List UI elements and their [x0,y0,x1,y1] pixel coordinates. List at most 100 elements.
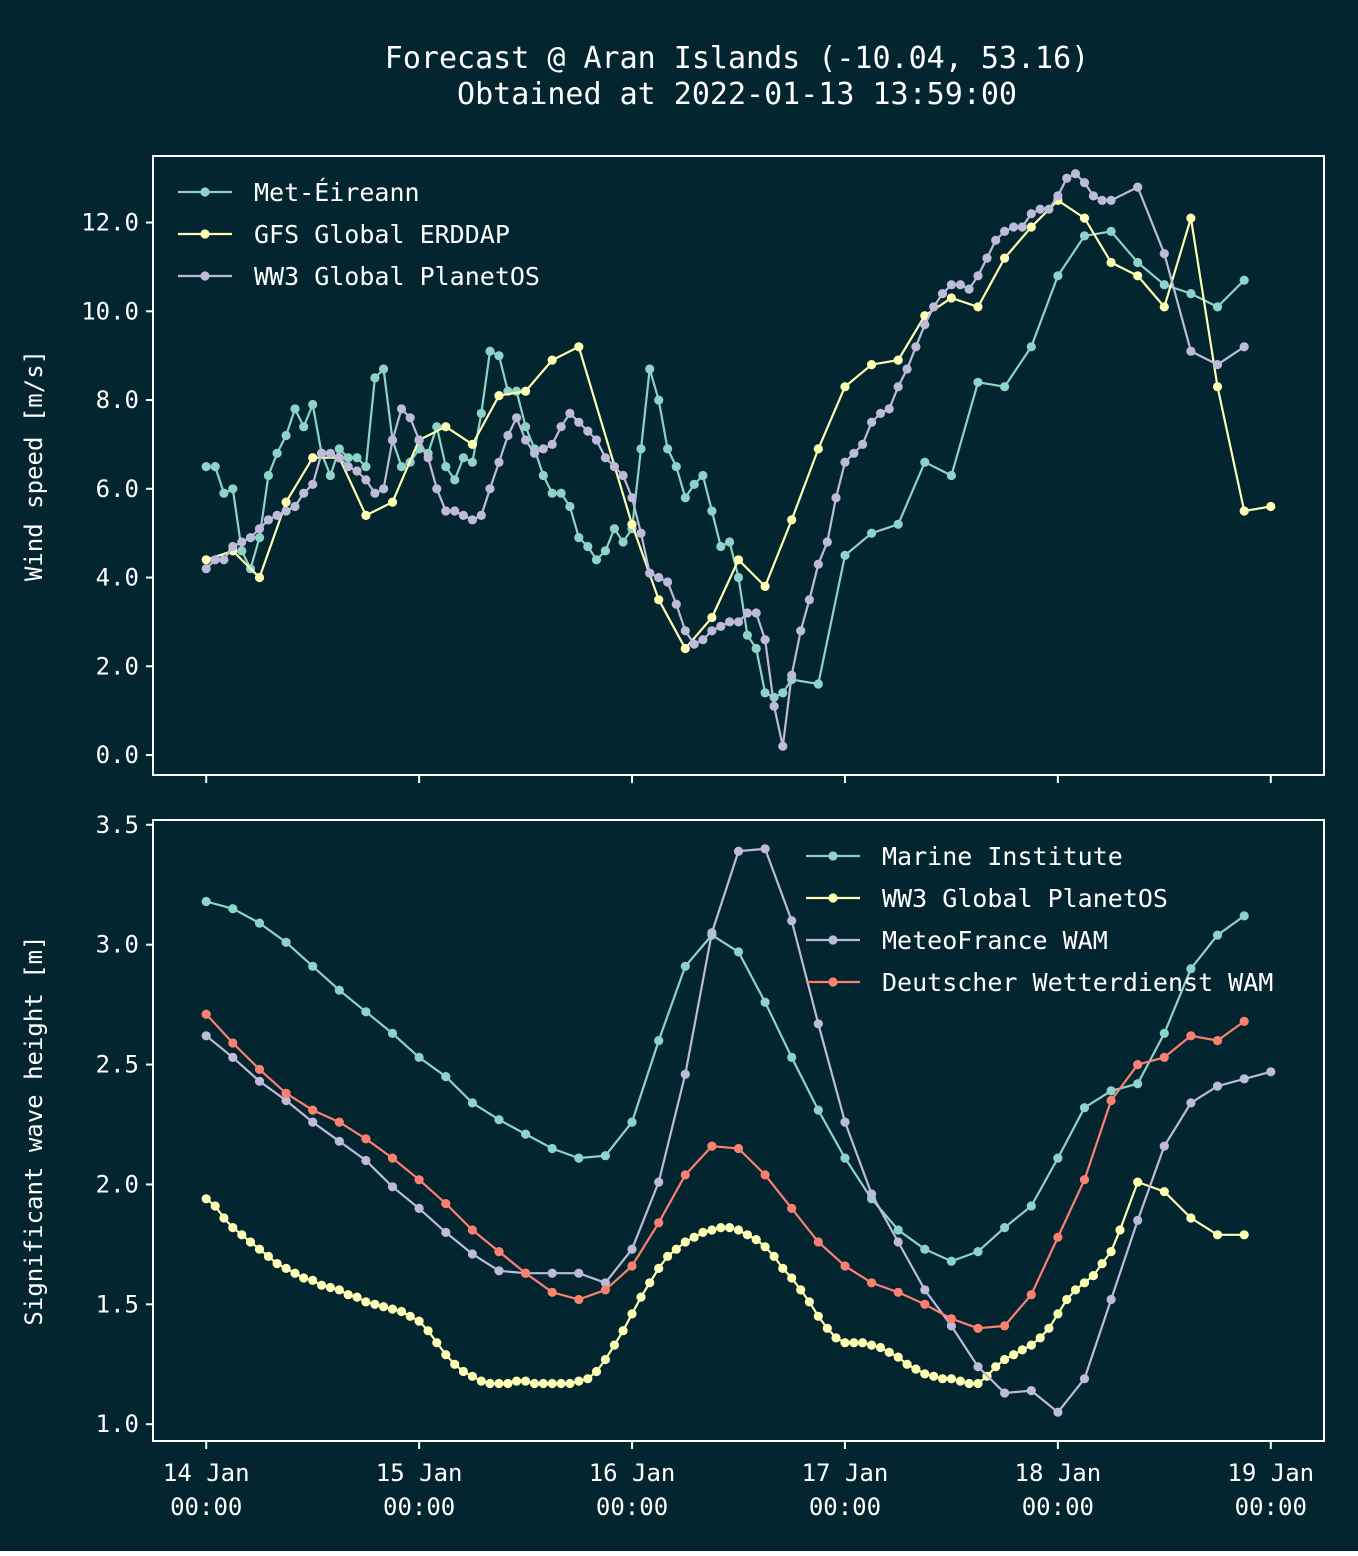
data-point [228,541,238,552]
series-line [205,198,1271,651]
data-point [1212,1081,1223,1091]
data-point [441,1350,451,1360]
data-point [494,1266,504,1276]
data-point [352,466,362,476]
data-point [733,617,744,627]
data-point [396,404,407,414]
data-point [751,643,761,654]
data-point [379,484,389,494]
data-point [290,404,300,414]
data-point [237,537,247,547]
x-tick-label-time: 00:00 [809,1493,881,1521]
y-tick-label: 8.0 [96,386,139,414]
data-point [228,1223,238,1233]
data-point [698,635,708,645]
data-point [1000,382,1010,392]
data-point [1035,1333,1045,1343]
data-point [867,1189,877,1199]
data-point [760,1170,770,1180]
legend-label: GFS Global ERDDAP [254,220,510,249]
data-point [1097,195,1107,205]
data-point [893,1225,903,1235]
data-point [1159,1187,1169,1197]
data-point [361,475,371,485]
data-point [973,1247,983,1257]
data-point [1106,1095,1116,1106]
data-point [964,1378,974,1389]
data-point [325,448,335,458]
data-point [813,1019,823,1029]
data-point [201,1194,211,1204]
data-point [290,501,300,512]
data-point [618,537,628,547]
data-point [308,479,318,489]
data-point [1133,182,1143,192]
data-point [751,1235,761,1245]
data-point [680,1069,690,1079]
data-point [441,462,451,472]
data-point [254,572,265,583]
data-point [600,453,611,463]
data-point [458,1366,468,1377]
x-tick-label-date: 18 Jan [1015,1459,1102,1487]
data-point [414,1175,424,1185]
data-point [627,1309,637,1319]
data-point [210,462,220,472]
data-point [1212,1036,1223,1046]
data-point [387,1153,398,1163]
data-point [538,1378,548,1389]
data-point [574,1268,584,1278]
data-point [1186,1031,1196,1041]
series-deutscher-wetterdienst-wam [201,1009,1249,1333]
data-point [1026,1340,1036,1350]
data-point [875,408,886,418]
data-point [1079,1175,1090,1185]
data-point [840,382,850,392]
data-point [245,1237,256,1247]
data-point [370,373,380,383]
data-point [1000,1223,1010,1233]
data-point [609,524,620,534]
data-point [370,488,380,498]
data-point [1186,964,1196,974]
chart-title-line-2: Obtained at 2022-01-13 13:59:00 [457,77,1017,112]
data-point [742,1230,753,1240]
data-point [1159,1028,1169,1038]
data-point [361,1297,371,1307]
data-point [290,1268,300,1278]
y-tick-label: 10.0 [81,297,139,325]
data-point [600,1354,611,1365]
data-point [1000,1354,1010,1365]
data-point [343,462,353,472]
data-point [645,1278,655,1288]
series-line [205,900,1245,1263]
data-point [325,470,335,481]
data-point [671,599,681,609]
data-point [281,506,291,516]
data-point [636,444,646,454]
data-point [707,1225,717,1235]
data-point [1000,1321,1010,1331]
y-tick-label: 3.5 [96,811,139,839]
y-tick-label: 4.0 [96,564,139,592]
data-point [1106,1294,1116,1305]
data-point [884,404,894,414]
data-point [982,253,992,263]
data-point [707,1141,717,1151]
data-point [299,422,309,432]
data-point [1133,271,1143,281]
data-point [556,1378,566,1389]
data-point [1000,1388,1010,1398]
y-tick-label: 12.0 [81,209,139,237]
data-point [1106,226,1116,236]
data-point [1159,1141,1169,1151]
data-point [441,1072,451,1082]
data-point [414,435,424,445]
data-point [858,1338,868,1348]
data-point [317,448,327,458]
data-point [1239,506,1249,516]
data-point [707,506,717,516]
data-point [964,284,974,294]
shared-x-axis: 14 Jan 00:00 15 Jan 00:00 16 Jan 00:00 17 Jan 0… [163,1459,1314,1521]
